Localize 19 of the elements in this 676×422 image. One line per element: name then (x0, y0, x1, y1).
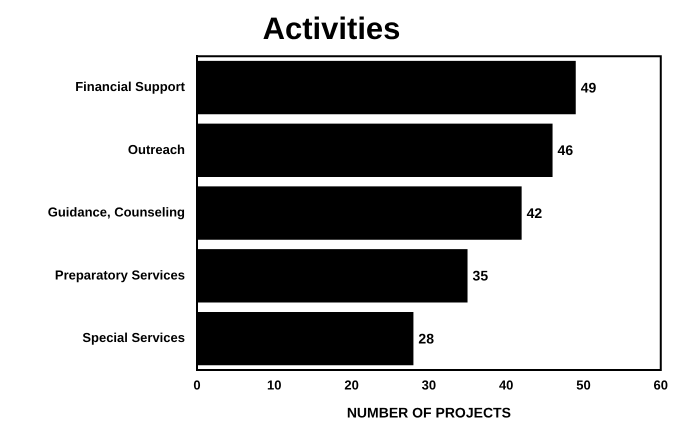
x-tick-label: 20 (344, 377, 359, 392)
y-tick-label: Special Services (82, 330, 185, 346)
data-label: 49 (580, 79, 597, 96)
x-tick-label: 0 (193, 377, 201, 392)
data-label: 42 (526, 204, 542, 221)
x-tick-label: 60 (654, 377, 668, 392)
x-axis-title: NUMBER OF PROJECTS (346, 404, 511, 420)
x-tick-label: 10 (267, 377, 282, 392)
y-tick-label: Guidance, Counseling (48, 204, 186, 220)
y-tick-label: Outreach (128, 142, 186, 157)
data-label: 28 (418, 330, 434, 346)
data-label: 35 (472, 268, 488, 284)
x-tick-label: 30 (422, 377, 436, 392)
y-tick-label: Financial Support (75, 79, 186, 94)
y-tick-label: Preparatory Services (54, 267, 185, 282)
x-tick-label: 50 (576, 377, 591, 392)
chart-title: Activities (262, 11, 400, 46)
x-tick-label: 40 (498, 377, 514, 392)
data-label: 46 (558, 142, 574, 158)
